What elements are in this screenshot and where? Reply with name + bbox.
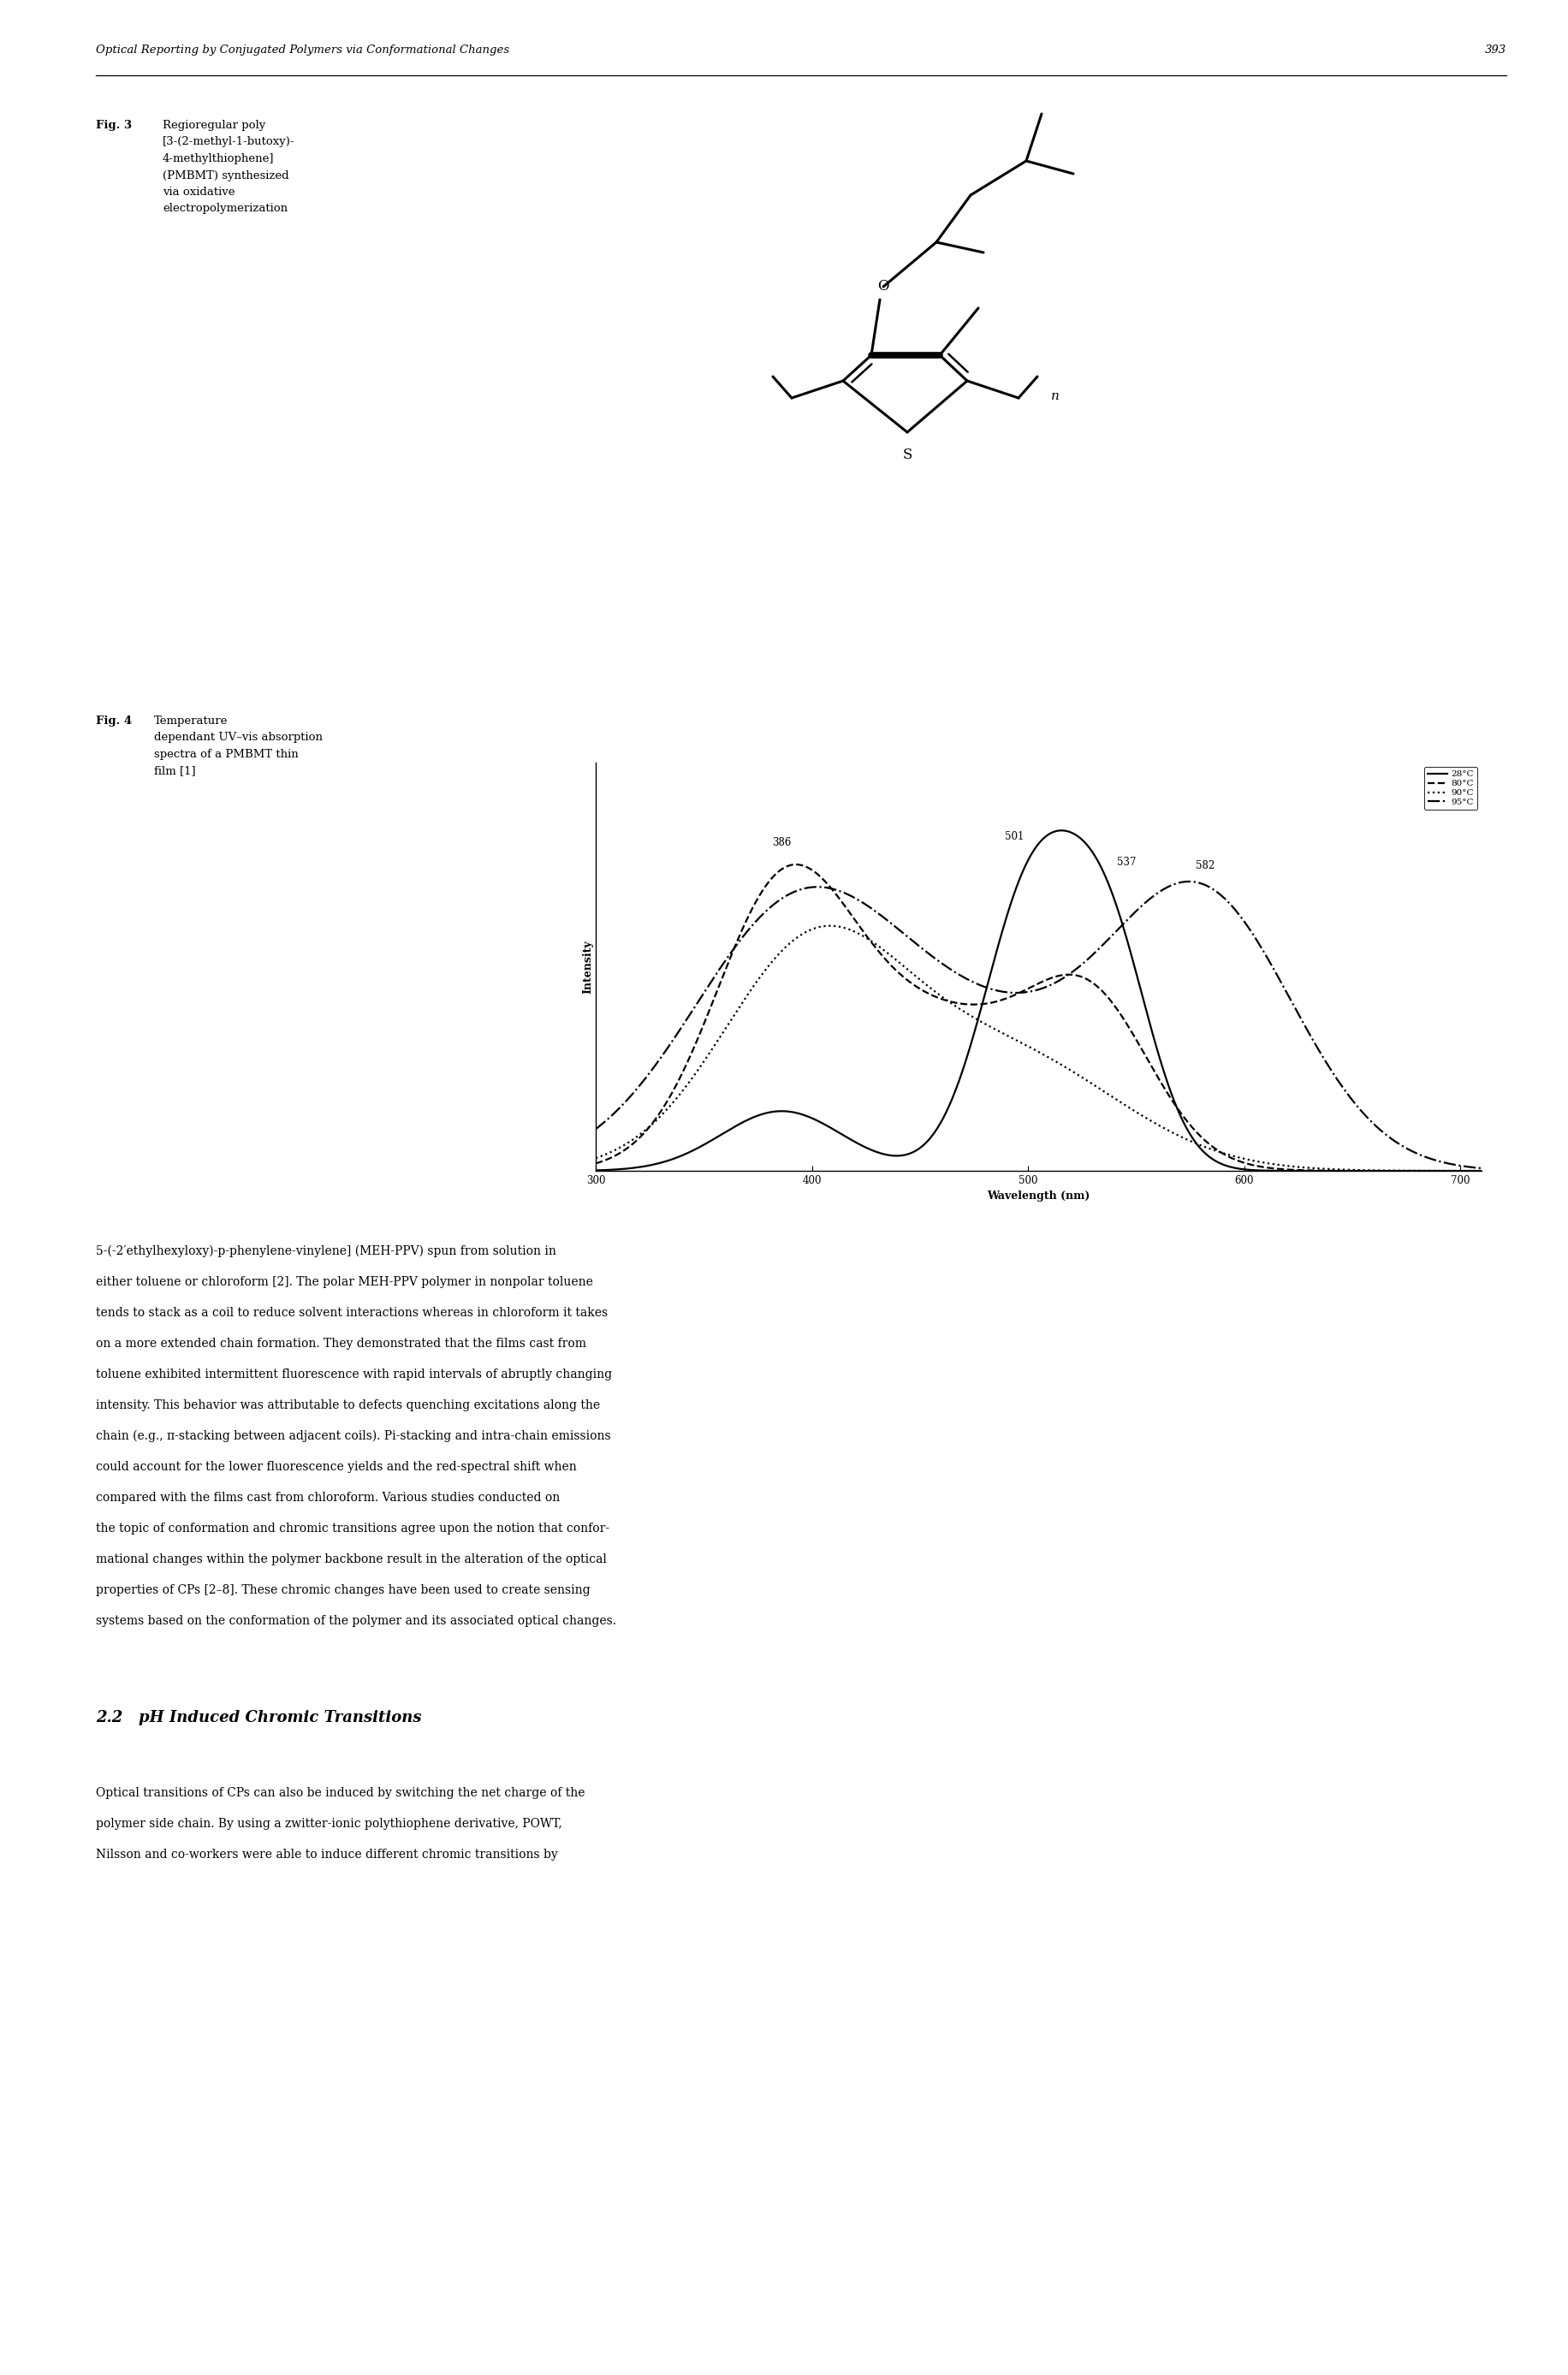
Text: chain (e.g., π-stacking between adjacent coils). Pi-stacking and intra-chain emi: chain (e.g., π-stacking between adjacent… <box>96 1430 612 1442</box>
95°C <box>1179 867 1198 895</box>
Text: Regioregular poly
[3-(2-methyl-1-butoxy)-
4-methylthiophene]
(PMBMT) synthesized: Regioregular poly [3-(2-methyl-1-butoxy)… <box>163 119 295 214</box>
Text: tends to stack as a coil to reduce solvent interactions whereas in chloroform it: tends to stack as a coil to reduce solve… <box>96 1306 608 1318</box>
90°C <box>1179 1126 1198 1154</box>
95°C <box>586 1114 605 1142</box>
28°C <box>1254 1157 1273 1185</box>
Text: n: n <box>1051 390 1060 401</box>
90°C <box>1254 1150 1273 1178</box>
Text: 501: 501 <box>1005 831 1024 841</box>
90°C <box>1110 1088 1129 1116</box>
90°C <box>989 1017 1008 1045</box>
95°C <box>1254 938 1273 967</box>
28°C <box>814 1109 833 1138</box>
Text: 582: 582 <box>1196 860 1215 872</box>
Text: 537: 537 <box>1116 857 1135 867</box>
Text: Fig. 3: Fig. 3 <box>96 119 136 131</box>
Text: compared with the films cast from chloroform. Various studies conducted on: compared with the films cast from chloro… <box>96 1492 560 1503</box>
Text: on a more extended chain formation. They demonstrated that the films cast from: on a more extended chain formation. They… <box>96 1337 586 1349</box>
Text: Optical Reporting by Conjugated Polymers via Conformational Changes: Optical Reporting by Conjugated Polymers… <box>96 45 510 55</box>
Text: Optical transitions of CPs can also be induced by switching the net charge of th: Optical transitions of CPs can also be i… <box>96 1786 585 1798</box>
95°C <box>988 976 1007 1005</box>
90°C <box>586 1145 605 1173</box>
Line: 28°C: 28°C <box>596 831 1482 1171</box>
Text: systems based on the conformation of the polymer and its associated optical chan: systems based on the conformation of the… <box>96 1615 616 1627</box>
Line: 80°C: 80°C <box>596 864 1482 1171</box>
Text: the topic of conformation and chromic transitions agree upon the notion that con: the topic of conformation and chromic tr… <box>96 1522 610 1534</box>
Text: properties of CPs [2–8]. These chromic changes have been used to create sensing: properties of CPs [2–8]. These chromic c… <box>96 1584 590 1596</box>
Text: could account for the lower fluorescence yields and the red-spectral shift when: could account for the lower fluorescence… <box>96 1461 577 1472</box>
28°C <box>586 1157 605 1185</box>
Text: mational changes within the polymer backbone result in the alteration of the opt: mational changes within the polymer back… <box>96 1553 607 1565</box>
28°C <box>743 1104 762 1133</box>
Text: 386: 386 <box>771 838 792 848</box>
Text: Temperature
dependant UV–vis absorption
spectra of a PMBMT thin
film [1]: Temperature dependant UV–vis absorption … <box>154 715 323 777</box>
Text: Nilsson and co-workers were able to induce different chromic transitions by: Nilsson and co-workers were able to indu… <box>96 1848 558 1860</box>
80°C <box>743 893 762 922</box>
Text: 5-(-2′ethylhexyloxy)-p-phenylene-vinylene] (MEH-PPV) spun from solution in: 5-(-2′ethylhexyloxy)-p-phenylene-vinylen… <box>96 1245 557 1259</box>
Line: 90°C: 90°C <box>596 926 1482 1171</box>
28°C <box>1110 900 1129 929</box>
Text: 2.2   pH Induced Chromic Transitions: 2.2 pH Induced Chromic Transitions <box>96 1710 422 1724</box>
Legend: 28°C, 80°C, 90°C, 95°C: 28°C, 80°C, 90°C, 95°C <box>1424 767 1477 810</box>
95°C <box>814 874 833 902</box>
Y-axis label: Intensity: Intensity <box>582 941 593 993</box>
80°C <box>989 986 1008 1014</box>
90°C <box>820 912 839 940</box>
80°C <box>786 850 804 879</box>
X-axis label: Wavelength (nm): Wavelength (nm) <box>988 1190 1090 1202</box>
90°C <box>814 912 833 940</box>
Text: 393: 393 <box>1485 45 1507 55</box>
Line: 95°C: 95°C <box>596 881 1482 1169</box>
Text: polymer side chain. By using a zwitter-ionic polythiophene derivative, POWT,: polymer side chain. By using a zwitter-i… <box>96 1817 561 1829</box>
Text: Fig. 4: Fig. 4 <box>96 715 136 727</box>
Text: S: S <box>902 447 913 463</box>
80°C <box>1472 1157 1491 1185</box>
95°C <box>1178 867 1196 895</box>
28°C <box>988 936 1007 964</box>
28°C <box>1052 817 1071 846</box>
90°C <box>1472 1157 1491 1185</box>
80°C <box>1254 1152 1273 1180</box>
28°C <box>1179 1119 1198 1147</box>
90°C <box>743 974 762 1002</box>
28°C <box>1472 1157 1491 1185</box>
95°C <box>743 910 762 938</box>
80°C <box>1110 998 1129 1026</box>
95°C <box>1109 914 1127 943</box>
80°C <box>1179 1109 1198 1138</box>
80°C <box>586 1150 605 1178</box>
80°C <box>815 867 834 895</box>
Text: toluene exhibited intermittent fluorescence with rapid intervals of abruptly cha: toluene exhibited intermittent fluoresce… <box>96 1368 612 1380</box>
Text: either toluene or chloroform [2]. The polar MEH-PPV polymer in nonpolar toluene: either toluene or chloroform [2]. The po… <box>96 1275 593 1287</box>
95°C <box>1472 1154 1491 1183</box>
Text: O: O <box>878 278 889 294</box>
Text: intensity. This behavior was attributable to defects quenching excitations along: intensity. This behavior was attributabl… <box>96 1399 601 1411</box>
